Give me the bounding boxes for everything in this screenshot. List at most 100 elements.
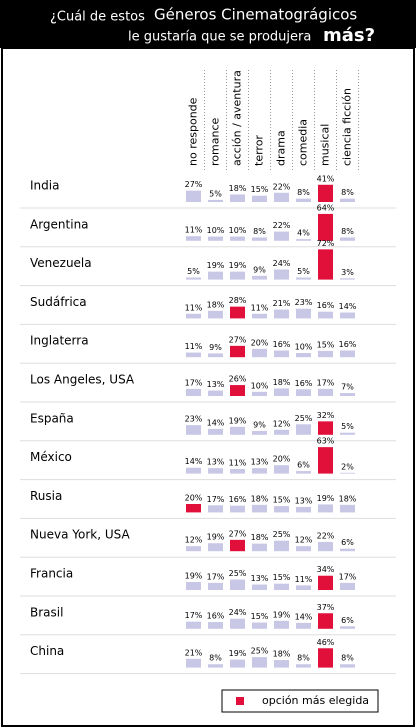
- title-part: más?: [323, 25, 375, 46]
- value-label: 17%: [317, 378, 335, 387]
- bar: [340, 504, 355, 513]
- value-label: 9%: [209, 343, 222, 352]
- value-label: 25%: [251, 647, 269, 656]
- value-label: 19%: [317, 494, 335, 503]
- bar: [296, 198, 311, 202]
- bar: [318, 249, 333, 280]
- bar: [230, 426, 245, 435]
- bar: [296, 622, 311, 629]
- value-label: 19%: [207, 533, 225, 542]
- bar: [318, 447, 333, 474]
- bar: [318, 388, 333, 396]
- bar: [274, 429, 289, 435]
- bar: [208, 310, 223, 319]
- value-label: 10%: [251, 381, 269, 390]
- row-label: México: [30, 450, 72, 464]
- value-label: 8%: [253, 227, 266, 236]
- value-label: 8%: [341, 188, 354, 197]
- value-label: 9%: [253, 421, 266, 430]
- bar: [340, 626, 355, 629]
- value-label: 22%: [273, 221, 291, 230]
- bar: [252, 391, 267, 396]
- value-label: 6%: [341, 616, 354, 625]
- value-label: 8%: [297, 188, 310, 197]
- legend-swatch: [236, 697, 244, 705]
- value-label: 28%: [229, 296, 247, 305]
- row-label: España: [30, 411, 74, 425]
- value-label: 21%: [273, 299, 291, 308]
- bar: [208, 543, 223, 552]
- value-label: 15%: [251, 612, 269, 621]
- value-label: 14%: [339, 302, 357, 311]
- bar: [274, 660, 289, 668]
- value-label: 16%: [339, 340, 357, 349]
- value-label: 17%: [207, 572, 225, 581]
- value-label: 18%: [273, 650, 291, 659]
- value-label: 11%: [185, 226, 203, 235]
- value-label: 13%: [295, 496, 313, 505]
- value-label: 5%: [209, 189, 222, 198]
- bar: [318, 421, 333, 435]
- value-label: 46%: [317, 638, 335, 647]
- bar: [318, 213, 333, 241]
- column-header: drama: [275, 130, 288, 166]
- bar: [318, 575, 333, 590]
- row-label: Francia: [30, 567, 73, 581]
- bar: [230, 618, 245, 629]
- bar: [252, 313, 267, 319]
- value-label: 15%: [273, 496, 291, 505]
- value-label: 16%: [273, 340, 291, 349]
- value-label: 19%: [229, 261, 247, 270]
- bar: [274, 465, 289, 474]
- bar: [252, 584, 267, 590]
- bar: [230, 306, 245, 319]
- bar: [230, 468, 245, 474]
- value-label: 8%: [341, 654, 354, 663]
- title-part: Géneros Cinematográgicos: [154, 6, 357, 24]
- bar: [208, 271, 223, 280]
- value-label: 20%: [273, 455, 291, 464]
- bar: [274, 231, 289, 241]
- bar: [252, 468, 267, 474]
- row-label: India: [30, 179, 59, 193]
- value-label: 18%: [251, 533, 269, 542]
- value-label: 27%: [229, 335, 247, 344]
- bar: [274, 269, 289, 280]
- column-header: no responde: [187, 97, 200, 166]
- bar: [186, 467, 201, 474]
- bar: [230, 345, 245, 358]
- bar: [252, 195, 267, 202]
- value-label: 18%: [251, 494, 269, 503]
- value-label: 18%: [207, 300, 225, 309]
- bar: [252, 543, 267, 552]
- bar: [296, 239, 311, 241]
- bar: [208, 236, 223, 241]
- column-header: acción / aventura: [231, 70, 244, 166]
- value-label: 25%: [295, 414, 313, 423]
- value-label: 10%: [207, 226, 225, 235]
- bar: [186, 504, 201, 513]
- row-label: China: [30, 644, 64, 658]
- value-label: 13%: [207, 458, 225, 467]
- legend-label: opción más elegida: [262, 694, 369, 707]
- bar: [230, 539, 245, 552]
- bar: [274, 350, 289, 358]
- bar: [252, 622, 267, 629]
- bar: [274, 388, 289, 396]
- value-label: 15%: [317, 340, 335, 349]
- value-label: 19%: [273, 610, 291, 619]
- value-label: 8%: [209, 654, 222, 663]
- value-label: 19%: [229, 649, 247, 658]
- bar: [230, 385, 245, 396]
- value-label: 11%: [185, 303, 203, 312]
- bar: [318, 184, 333, 202]
- bar: [340, 350, 355, 358]
- bar: [252, 657, 267, 668]
- value-label: 14%: [207, 418, 225, 427]
- value-label: 16%: [229, 495, 247, 504]
- value-label: 19%: [229, 416, 247, 425]
- value-label: 26%: [229, 375, 247, 384]
- value-label: 16%: [317, 301, 335, 310]
- title-part: le gustaría que se produjera: [128, 30, 311, 45]
- bar: [296, 389, 311, 396]
